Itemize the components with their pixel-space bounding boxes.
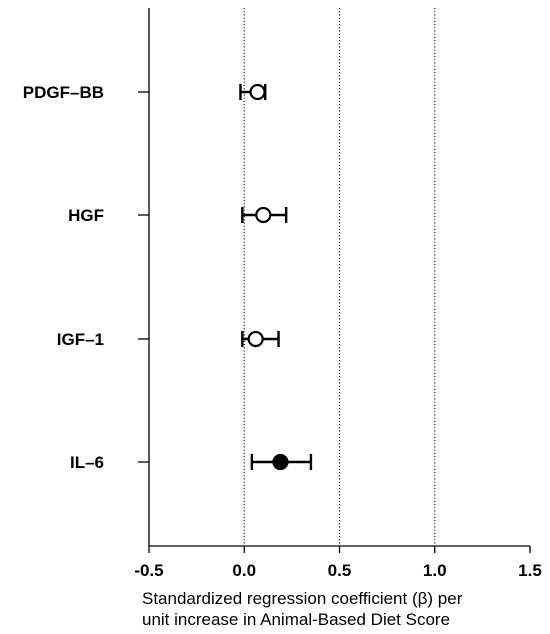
estimate-rows: PDGF–BB HGF IGF–1 IL–6 [23,83,313,472]
point-estimate-marker [255,206,272,224]
x-tick-label: 0.5 [328,561,352,580]
x-tick-label: 1.0 [423,561,447,580]
x-tick-label: -0.5 [134,561,163,580]
reference-lines [243,8,436,546]
category-label: PDGF–BB [23,83,104,102]
point-estimate-marker [249,83,266,101]
x-axis-title-line2: unit increase in Animal-Based Diet Score [142,610,450,629]
point-estimate-marker [247,330,264,348]
x-axis-title-line1: Standardized regression coefficient (β) … [142,589,463,608]
category-label: HGF [68,206,104,225]
x-tick-label: 1.5 [518,561,542,580]
x-axis-ticks: -0.5 0.0 0.5 1.0 1.5 [134,546,542,580]
category-label: IL–6 [70,453,104,472]
category-label: IGF–1 [57,330,104,349]
x-tick-label: 0.0 [232,561,256,580]
point-estimate-marker [272,453,289,471]
